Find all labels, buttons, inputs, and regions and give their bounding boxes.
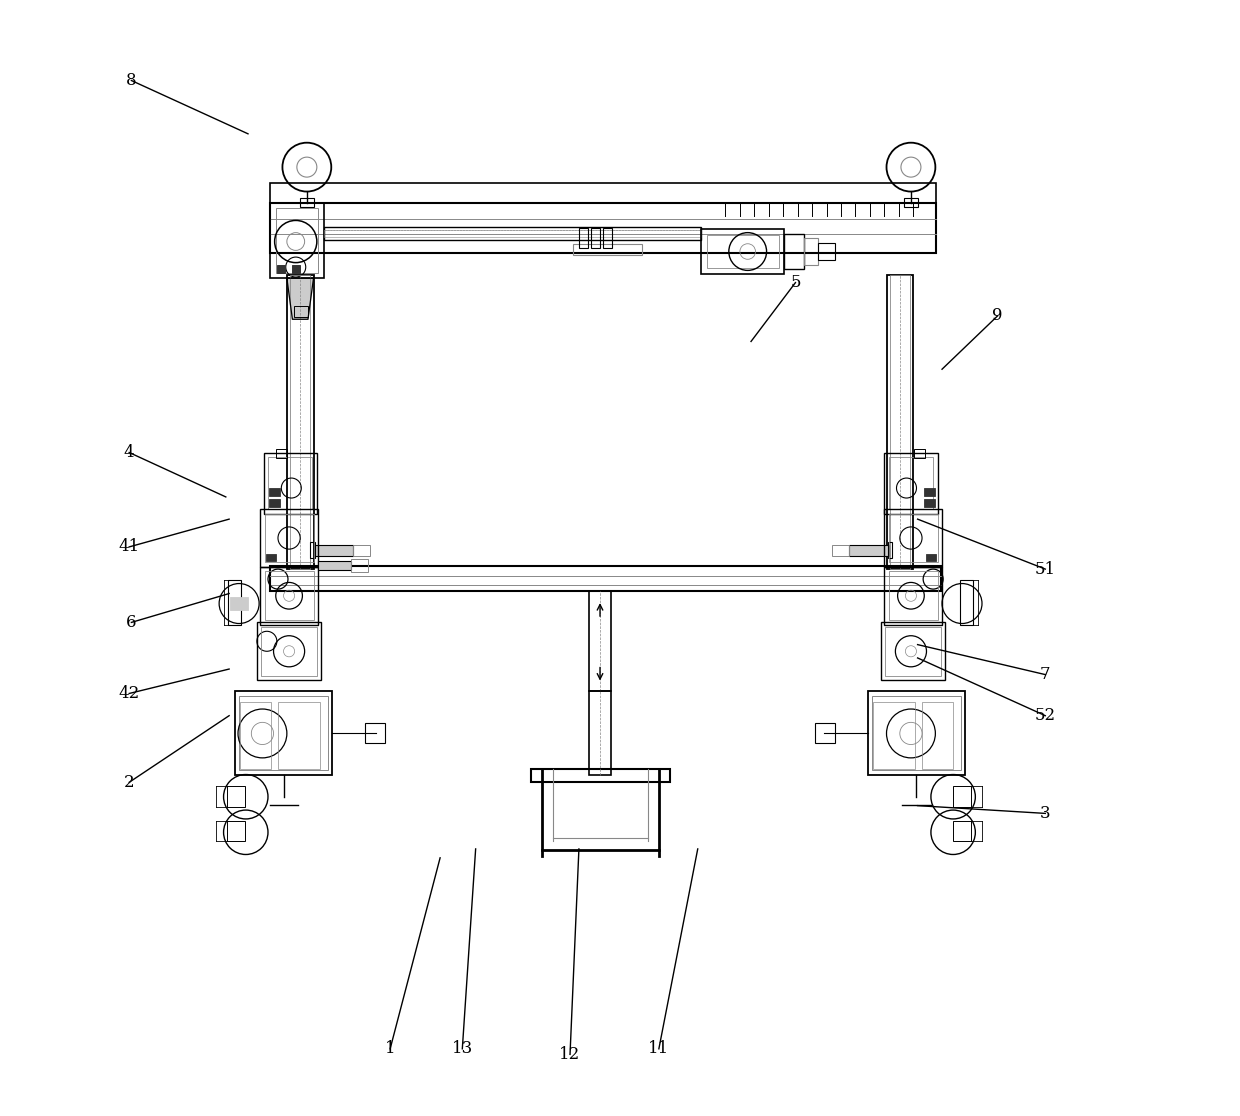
Bar bbox=[873, 702, 915, 769]
Bar bbox=[264, 513, 314, 562]
Bar bbox=[531, 769, 670, 782]
Bar bbox=[604, 228, 613, 248]
Bar bbox=[239, 695, 327, 770]
Bar bbox=[270, 203, 324, 278]
Bar bbox=[816, 723, 836, 743]
Bar bbox=[277, 264, 285, 272]
Bar bbox=[890, 275, 910, 569]
Bar bbox=[954, 786, 971, 807]
Bar bbox=[365, 723, 384, 743]
Text: 11: 11 bbox=[649, 1040, 670, 1057]
Bar bbox=[579, 228, 588, 248]
Bar bbox=[924, 499, 935, 507]
Bar bbox=[293, 264, 300, 272]
Text: 41: 41 bbox=[119, 538, 140, 556]
Bar bbox=[923, 702, 954, 769]
Bar bbox=[904, 199, 918, 208]
Bar bbox=[589, 591, 611, 691]
Bar bbox=[885, 627, 941, 675]
Text: 52: 52 bbox=[1034, 708, 1056, 724]
Bar bbox=[275, 209, 317, 272]
Bar bbox=[270, 183, 936, 203]
Bar bbox=[324, 227, 701, 240]
Bar bbox=[884, 567, 942, 625]
Text: 6: 6 bbox=[126, 614, 136, 631]
Bar bbox=[805, 238, 817, 264]
Bar bbox=[324, 230, 701, 237]
Text: 4: 4 bbox=[124, 444, 134, 461]
Text: 5: 5 bbox=[790, 275, 801, 291]
Bar bbox=[848, 545, 889, 556]
Bar bbox=[785, 233, 805, 269]
Text: 3: 3 bbox=[1040, 805, 1050, 821]
Bar bbox=[872, 695, 961, 770]
Text: 51: 51 bbox=[1034, 560, 1056, 578]
Bar bbox=[262, 627, 317, 675]
Bar bbox=[353, 545, 371, 556]
Bar bbox=[227, 786, 244, 807]
Bar bbox=[889, 456, 934, 509]
Bar bbox=[270, 566, 941, 591]
Bar bbox=[294, 306, 308, 317]
Text: 12: 12 bbox=[559, 1046, 580, 1062]
Bar bbox=[591, 228, 600, 248]
Bar bbox=[960, 580, 973, 625]
Bar bbox=[264, 452, 317, 513]
Bar bbox=[265, 554, 275, 561]
Text: 13: 13 bbox=[451, 1040, 472, 1057]
Bar bbox=[914, 449, 925, 458]
Bar bbox=[832, 545, 848, 556]
Text: 9: 9 bbox=[992, 307, 1003, 325]
Bar bbox=[314, 545, 353, 556]
Bar bbox=[260, 567, 317, 625]
Text: 7: 7 bbox=[1040, 666, 1050, 683]
Bar bbox=[884, 452, 937, 513]
Bar bbox=[884, 509, 942, 567]
Bar bbox=[231, 597, 248, 610]
Bar bbox=[260, 509, 317, 567]
Bar bbox=[573, 243, 642, 254]
Bar bbox=[278, 702, 320, 769]
Bar bbox=[227, 821, 244, 841]
Bar bbox=[228, 580, 242, 625]
Bar bbox=[351, 559, 368, 573]
Bar bbox=[234, 691, 332, 775]
Bar bbox=[269, 499, 280, 507]
Bar bbox=[889, 571, 937, 620]
Bar bbox=[300, 199, 314, 208]
Bar bbox=[889, 513, 937, 562]
Bar bbox=[270, 203, 936, 252]
Bar bbox=[290, 275, 310, 569]
Bar bbox=[241, 702, 272, 769]
Bar bbox=[880, 623, 945, 680]
Bar bbox=[868, 691, 966, 775]
Text: 2: 2 bbox=[124, 773, 134, 791]
Bar bbox=[310, 542, 315, 558]
Bar bbox=[269, 488, 280, 496]
Bar bbox=[817, 242, 836, 260]
Text: 8: 8 bbox=[126, 73, 136, 89]
Bar bbox=[954, 821, 971, 841]
Bar bbox=[268, 456, 312, 509]
Bar bbox=[924, 488, 935, 496]
Bar bbox=[589, 691, 611, 775]
Bar bbox=[888, 542, 892, 558]
Bar bbox=[275, 449, 286, 458]
Polygon shape bbox=[286, 278, 314, 319]
Bar bbox=[317, 561, 351, 570]
Bar bbox=[707, 234, 779, 268]
Text: 1: 1 bbox=[384, 1040, 396, 1057]
Bar bbox=[257, 623, 321, 680]
Bar bbox=[286, 275, 314, 569]
Bar bbox=[926, 554, 936, 561]
Text: 42: 42 bbox=[119, 685, 140, 702]
Bar bbox=[887, 275, 913, 569]
Bar bbox=[264, 571, 314, 620]
Bar bbox=[701, 229, 785, 273]
